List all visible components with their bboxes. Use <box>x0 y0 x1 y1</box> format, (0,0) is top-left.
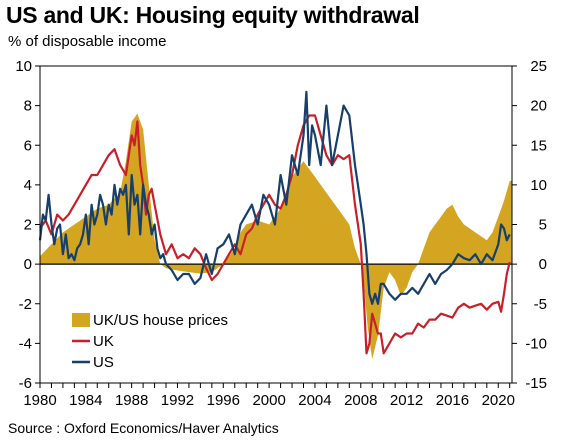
x-tick-label: 1980 <box>23 392 56 409</box>
x-tick-label: 2020 <box>482 392 515 409</box>
left-tick-label: 4 <box>24 177 32 194</box>
right-tick-label: -10 <box>525 335 547 352</box>
legend-label-uk: UK <box>93 333 114 350</box>
right-tick-label: 25 <box>530 58 547 75</box>
left-tick-label: -6 <box>19 375 32 392</box>
x-tick-label: 2000 <box>252 392 285 409</box>
x-tick-label: 1992 <box>161 392 194 409</box>
right-tick-label: -15 <box>525 375 547 392</box>
chart-subtitle: % of disposable income <box>8 33 167 50</box>
chart-title: US and UK: Housing equity withdrawal <box>6 2 420 28</box>
house-prices-area-layer <box>40 113 512 360</box>
left-axis: 10 8 6 4 2 0 -2 -4 -6 <box>15 58 40 392</box>
x-tick-label: 2008 <box>344 392 377 409</box>
right-axis: 25 20 15 10 5 0 -5 -10 -15 <box>512 58 547 392</box>
legend-label-uk-us-house-prices: UK/US house prices <box>93 312 228 329</box>
x-tick-label: 2016 <box>436 392 469 409</box>
right-tick-label: 20 <box>530 98 547 115</box>
right-tick-label: 10 <box>530 177 547 194</box>
left-tick-label: 10 <box>15 58 32 75</box>
right-tick-label: 0 <box>539 256 547 273</box>
left-tick-label: 0 <box>24 256 32 273</box>
x-tick-label: 1996 <box>207 392 240 409</box>
x-tick-label: 1984 <box>69 392 102 409</box>
series-line-uk <box>39 114 511 355</box>
x-tick-label: 1988 <box>115 392 148 409</box>
right-tick-label: 5 <box>539 217 547 234</box>
left-tick-label: 6 <box>24 137 32 154</box>
left-tick-label: 8 <box>24 98 32 115</box>
series-line-us <box>38 90 511 305</box>
left-tick-label: 2 <box>24 217 32 234</box>
source-note: Source : Oxford Economics/Haver Analytic… <box>8 420 279 436</box>
legend: UK/US house prices UK US <box>72 312 228 371</box>
x-tick-label: 2012 <box>390 392 423 409</box>
legend-label-us: US <box>93 354 114 371</box>
right-tick-label: 15 <box>530 137 547 154</box>
left-tick-label: -4 <box>19 335 32 352</box>
legend-swatch-uk-us-house-prices <box>72 313 90 327</box>
left-tick-label: -2 <box>19 296 32 313</box>
series-area-uk-us-house-prices <box>40 113 512 360</box>
series-lines-layer <box>38 90 511 355</box>
x-tick-label: 2004 <box>298 392 331 409</box>
right-tick-label: -5 <box>534 296 547 313</box>
bottom-axis: 1980 1984 1988 1992 1996 2000 2004 2008 2012 2016… <box>23 383 515 409</box>
